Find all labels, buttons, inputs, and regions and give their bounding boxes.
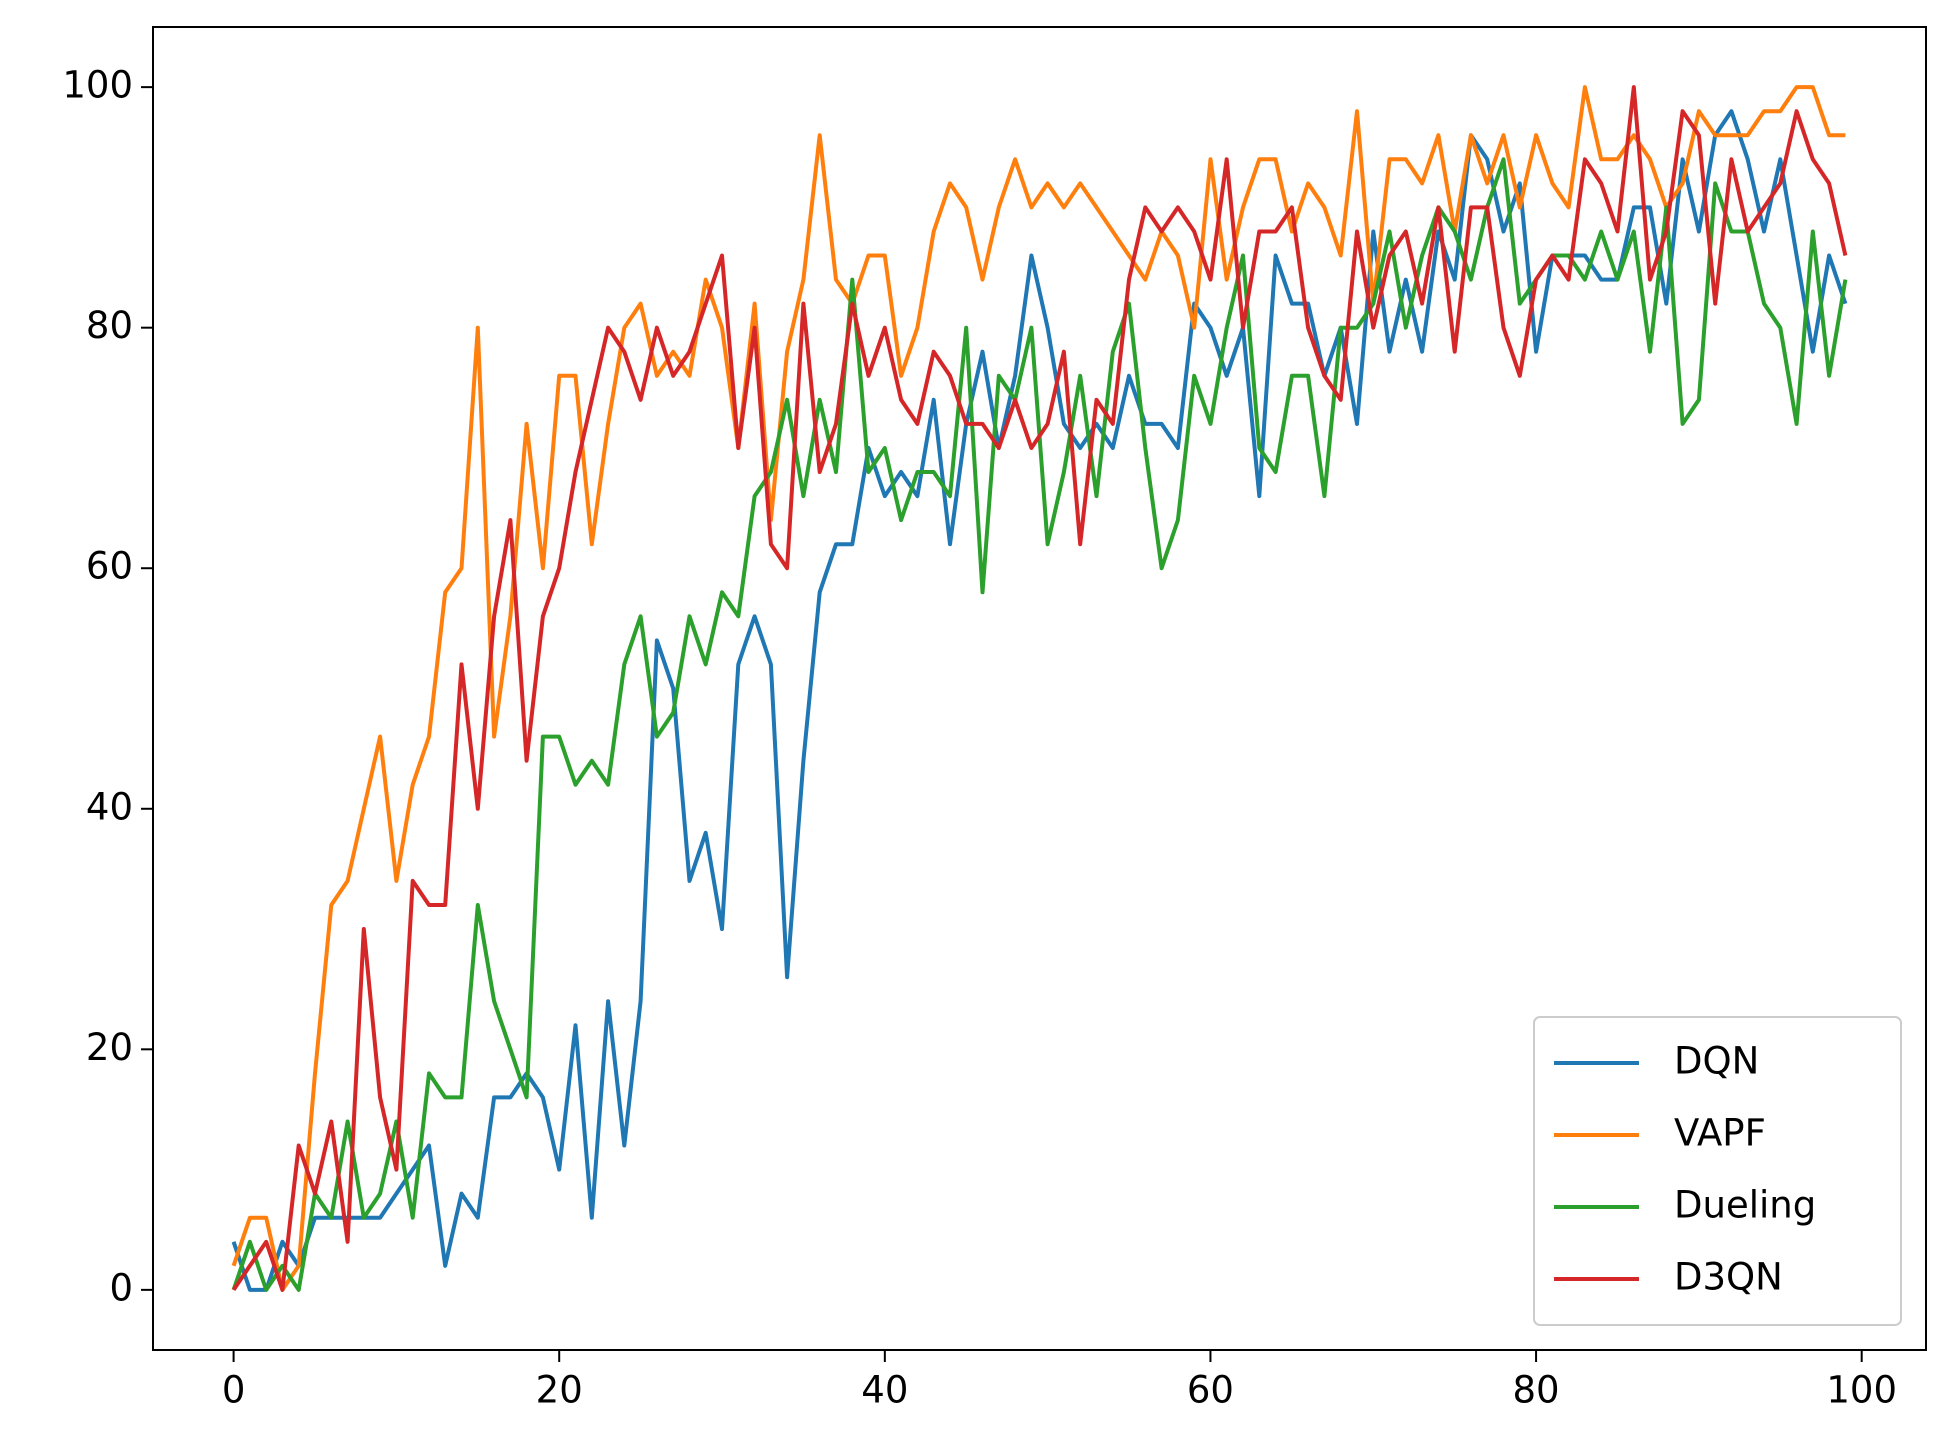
legend-box	[1533, 1016, 1902, 1326]
y-tick-label: 0	[109, 1266, 133, 1309]
y-tick-label: 60	[86, 545, 133, 588]
legend-label: D3QN	[1674, 1256, 1783, 1299]
series-line	[231, 109, 1848, 1292]
x-tick-label: 0	[222, 1369, 246, 1412]
y-tick-label: 100	[62, 64, 133, 107]
y-tick-label: 80	[86, 304, 133, 347]
series-line	[231, 85, 1846, 1292]
x-tick-label: 40	[861, 1369, 908, 1412]
legend-label: DQN	[1674, 1040, 1759, 1083]
x-tick-label: 100	[1826, 1369, 1897, 1412]
x-tick-label: 60	[1187, 1369, 1234, 1412]
x-tick-label: 80	[1513, 1369, 1560, 1412]
legend-label: Dueling	[1674, 1184, 1816, 1227]
y-tick-label: 20	[86, 1026, 133, 1069]
series-line	[231, 85, 1848, 1292]
y-tick-label: 40	[86, 785, 133, 828]
plot-frame	[152, 26, 1927, 1351]
legend-label: VAPF	[1674, 1112, 1766, 1155]
x-tick-label: 20	[536, 1369, 583, 1412]
